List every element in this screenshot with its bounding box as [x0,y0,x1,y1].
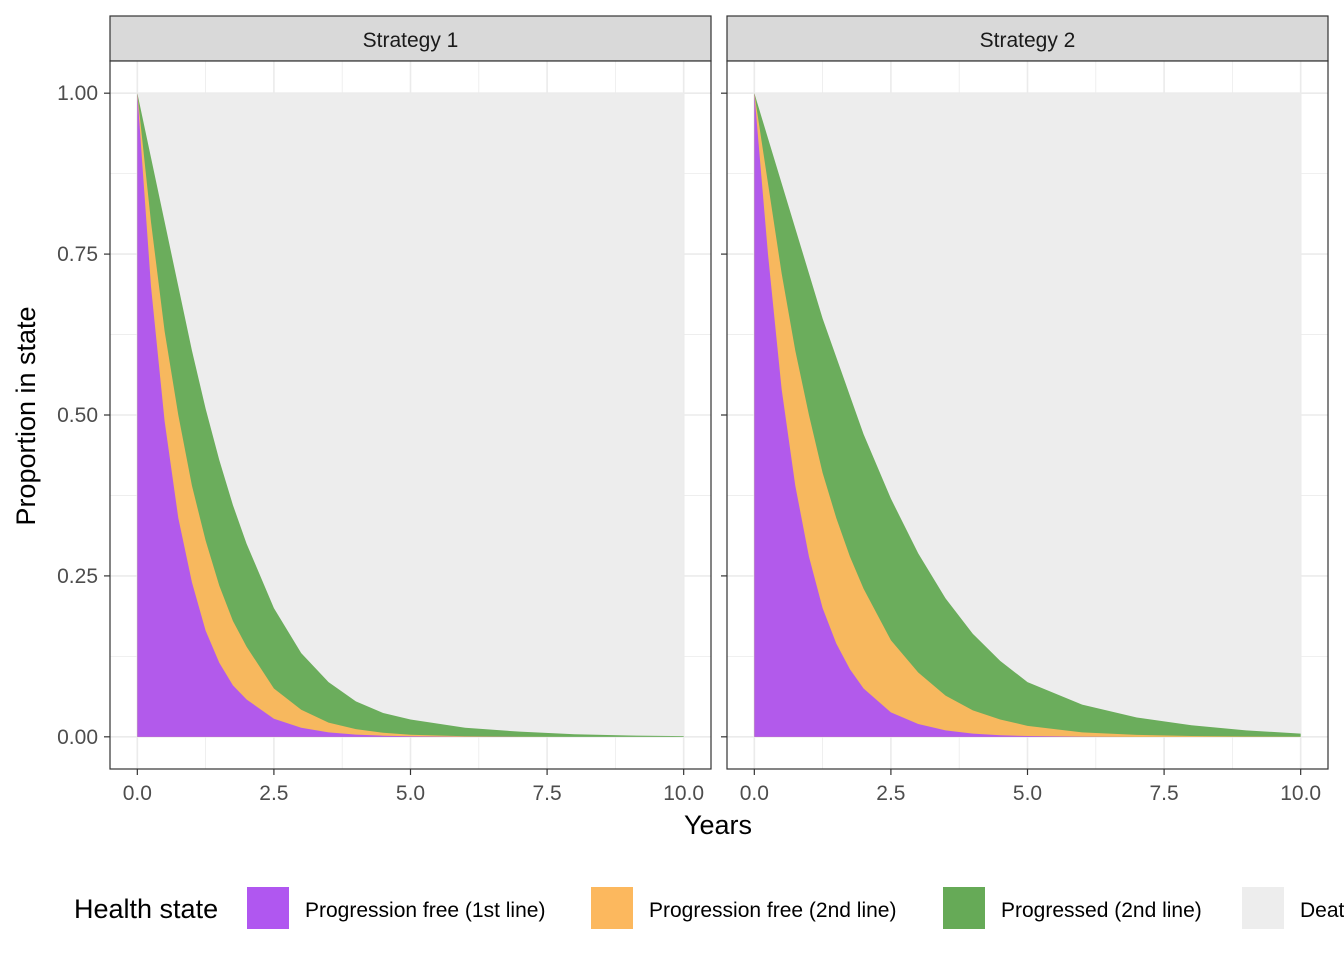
legend: Health state Progression free (1st line) P… [74,887,1344,929]
x-tick-label: 7.5 [532,782,561,805]
y-tick-label: 1.00 [57,82,98,105]
y-tick-label: 0.75 [57,243,98,266]
legend-label: Progression free (1st line) [305,899,545,922]
y-tick-label: 0.25 [57,565,98,588]
x-tick-label: 5.0 [1013,782,1042,805]
x-tick-label: 10.0 [663,782,704,805]
area-progressed-2nd-line [754,93,1301,737]
legend-label: Progressed (2nd line) [1001,899,1202,922]
y-axis-label: Proportion in state [11,306,41,525]
legend-item-progression-free-1st-line: Progression free (1st line) [247,887,545,929]
panel-strategy-2: Strategy 2 0.0 2.5 5.0 7.5 10.0 [721,15,1329,805]
legend-swatch [943,887,985,929]
stacked-areas [137,93,684,737]
x-tick-label: 7.5 [1149,782,1178,805]
stacked-areas [754,93,1301,737]
area-progression-free-1st-line [754,93,1301,737]
area-death [137,93,684,737]
panels-layer: Strategy 1 0.0 2.5 5.0 7.5 10.0 0.00 0.25 0.50 0.… [57,15,1329,805]
legend-swatch [1242,887,1284,929]
panel-strategy-1: Strategy 1 0.0 2.5 5.0 7.5 10.0 0.00 0.25 0.50 0.… [57,15,712,805]
x-tick-label: 0.0 [123,782,152,805]
y-tick-label: 0.50 [57,404,98,427]
facet-strip-background [109,15,712,62]
x-tick-label: 2.5 [259,782,288,805]
legend-item-progression-free-2nd-line: Progression free (2nd line) [591,887,896,929]
legend-label: Progression free (2nd line) [649,899,896,922]
legend-swatch [247,887,289,929]
legend-item-progressed-2nd-line: Progressed (2nd line) [943,887,1202,929]
x-tick-label: 5.0 [396,782,425,805]
y-tick-label: 0.00 [57,726,98,749]
x-tick-label: 10.0 [1280,782,1321,805]
area-progression-free-1st-line [137,93,684,737]
facet-strip-label: Strategy 1 [363,29,459,52]
facet-strip-label: Strategy 2 [980,29,1076,52]
legend-swatch [591,887,633,929]
facet-strip-background [726,15,1329,62]
x-tick-label: 0.0 [740,782,769,805]
x-tick-label: 2.5 [876,782,905,805]
legend-item-death: Death [1242,887,1344,929]
x-axis-label: Years [684,810,752,840]
legend-title: Health state [74,894,218,924]
legend-label: Death [1300,899,1344,922]
